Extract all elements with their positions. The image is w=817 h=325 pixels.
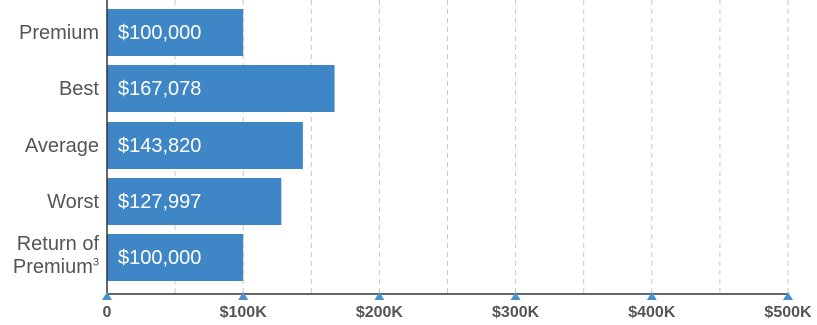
x-tick-marker bbox=[783, 292, 793, 300]
x-tick-label: 0 bbox=[102, 304, 112, 321]
x-tick-label: $400K bbox=[628, 304, 676, 321]
bar-value-label: $127,997 bbox=[118, 190, 202, 213]
x-tick-marker bbox=[238, 292, 249, 300]
x-tick-label: $100K bbox=[219, 304, 267, 321]
bar-worst bbox=[107, 178, 282, 225]
x-tick-label: $500K bbox=[764, 304, 812, 321]
category-label: Premium bbox=[18, 21, 99, 44]
bar-value-label: $167,078 bbox=[118, 77, 202, 100]
bars bbox=[107, 9, 335, 281]
bar-best bbox=[107, 65, 335, 112]
category-label: Worst bbox=[47, 190, 99, 213]
x-tick-marker bbox=[374, 292, 385, 300]
x-tick-marker bbox=[102, 292, 112, 300]
category-label: Best bbox=[58, 77, 99, 100]
category-label: Average bbox=[24, 134, 99, 157]
bar-value-label: $100,000 bbox=[118, 21, 202, 44]
x-tick-marker bbox=[646, 292, 657, 300]
bar-value-label: $100,000 bbox=[118, 246, 202, 269]
footnote-marker: 3 bbox=[92, 256, 99, 269]
x-tick-marker bbox=[510, 292, 521, 300]
x-tick-label: $200K bbox=[355, 304, 403, 321]
bar-return-of-premium bbox=[107, 234, 244, 281]
x-axis bbox=[102, 0, 793, 300]
bar-value-label: $143,820 bbox=[118, 134, 202, 157]
x-tick-label: $300K bbox=[492, 304, 540, 321]
bar-average bbox=[107, 122, 303, 169]
category-label: Return of Premium3 bbox=[12, 233, 99, 278]
bar-premium bbox=[107, 9, 244, 56]
